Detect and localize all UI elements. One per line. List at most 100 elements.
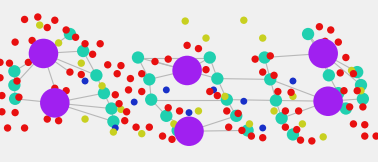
Point (177, 110, 183, 112)
Point (195, 47, 201, 50)
Point (35, 16, 41, 18)
Point (267, 55, 273, 57)
Point (288, 91, 294, 94)
Point (358, 89, 364, 92)
Point (279, 117, 285, 120)
Point (146, 126, 152, 128)
Point (347, 106, 353, 108)
Point (6, 62, 12, 64)
Point (354, 71, 360, 73)
Point (5, 127, 11, 129)
Point (326, 74, 332, 77)
Point (67, 71, 73, 73)
Point (362, 123, 368, 126)
Point (182, 20, 188, 22)
Point (299, 123, 305, 125)
Point (214, 94, 220, 97)
Point (139, 132, 145, 135)
Point (52, 87, 58, 90)
Point (271, 110, 277, 112)
Point (160, 135, 166, 137)
Point (127, 77, 133, 80)
Point (78, 73, 84, 76)
Point (67, 33, 73, 35)
Point (224, 110, 230, 112)
Point (207, 90, 213, 93)
Point (305, 33, 311, 35)
Point (0, 94, 5, 97)
Point (373, 135, 378, 137)
Point (267, 78, 273, 81)
Point (330, 56, 336, 59)
Point (275, 90, 281, 93)
Point (99, 85, 105, 87)
Point (290, 80, 296, 82)
Point (235, 112, 241, 115)
Point (110, 120, 116, 123)
Point (11, 70, 17, 73)
Point (349, 69, 355, 72)
Point (125, 89, 132, 91)
Point (260, 136, 266, 139)
Point (78, 62, 84, 64)
Point (12, 98, 18, 100)
Point (290, 95, 296, 98)
Point (224, 98, 230, 101)
Point (124, 110, 130, 113)
Point (110, 131, 116, 133)
Point (22, 18, 28, 21)
Point (360, 106, 366, 108)
Point (335, 92, 341, 94)
Point (203, 68, 209, 71)
Point (314, 50, 321, 52)
Point (184, 138, 190, 141)
Point (186, 130, 192, 133)
Point (360, 98, 366, 100)
Point (0, 61, 3, 64)
Point (320, 52, 326, 55)
Point (316, 25, 322, 28)
Point (233, 115, 239, 117)
Point (118, 64, 124, 67)
Point (309, 140, 315, 142)
Point (322, 40, 328, 43)
Point (148, 98, 154, 101)
Point (320, 136, 326, 138)
Point (260, 37, 266, 39)
Point (52, 19, 58, 22)
Point (25, 61, 31, 64)
Point (16, 96, 22, 98)
Point (97, 42, 103, 45)
Point (290, 133, 296, 136)
Point (260, 127, 266, 129)
Point (194, 73, 200, 76)
Point (11, 84, 17, 86)
Point (171, 123, 177, 125)
Point (262, 56, 268, 59)
Point (112, 127, 118, 129)
Point (112, 93, 118, 96)
Point (133, 126, 139, 128)
Point (273, 99, 279, 102)
Point (203, 37, 209, 39)
Point (44, 102, 50, 105)
Point (214, 77, 220, 80)
Point (165, 58, 171, 60)
Point (56, 42, 62, 44)
Point (328, 29, 334, 31)
Point (0, 110, 5, 113)
Point (169, 138, 175, 141)
Point (350, 72, 356, 75)
Point (56, 119, 62, 122)
Point (82, 118, 88, 120)
Point (222, 95, 228, 98)
Point (114, 72, 120, 75)
Point (245, 129, 251, 132)
Point (118, 108, 124, 111)
Point (282, 126, 288, 128)
Point (271, 74, 277, 77)
Point (282, 110, 288, 112)
Point (362, 135, 368, 137)
Point (239, 129, 245, 132)
Point (325, 100, 331, 103)
